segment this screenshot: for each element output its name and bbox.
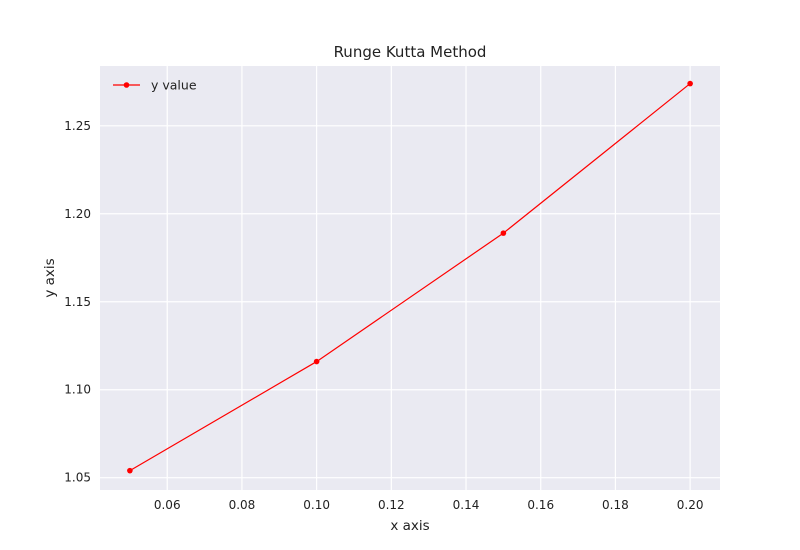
x-tick-label: 0.08 xyxy=(229,498,256,512)
legend: y value xyxy=(113,78,197,93)
data-point xyxy=(500,230,507,236)
legend-marker-icon xyxy=(123,82,130,88)
x-tick-label: 0.18 xyxy=(602,498,629,512)
x-tick-label: 0.14 xyxy=(453,498,480,512)
y-axis-label: y axis xyxy=(42,258,58,297)
x-tick-label: 0.06 xyxy=(154,498,181,512)
x-tick-label: 0.12 xyxy=(378,498,405,512)
data-point xyxy=(127,467,133,474)
y-tick-label: 1.05 xyxy=(64,471,91,485)
x-axis-label: x axis xyxy=(390,518,429,534)
data-point xyxy=(313,358,320,365)
tick-labels: 0.06 0.08 0.10 0.12 0.14 0.16 0.18 0.20 1.05 1.10… xyxy=(64,119,703,512)
x-tick-label: 0.16 xyxy=(527,498,554,512)
chart-title: Runge Kutta Method xyxy=(334,43,487,61)
y-tick-label: 1.10 xyxy=(64,383,91,397)
data-point xyxy=(687,80,693,87)
x-tick-label: 0.10 xyxy=(303,498,330,512)
series-line xyxy=(129,83,691,472)
plot-area xyxy=(100,66,720,490)
grid-lines xyxy=(100,66,720,490)
y-tick-label: 1.25 xyxy=(64,119,91,133)
series-layer xyxy=(127,80,693,474)
x-tick-label: 0.20 xyxy=(677,498,704,512)
legend-label: y value xyxy=(151,78,197,93)
y-tick-label: 1.15 xyxy=(64,295,91,309)
y-tick-label: 1.20 xyxy=(64,207,91,221)
